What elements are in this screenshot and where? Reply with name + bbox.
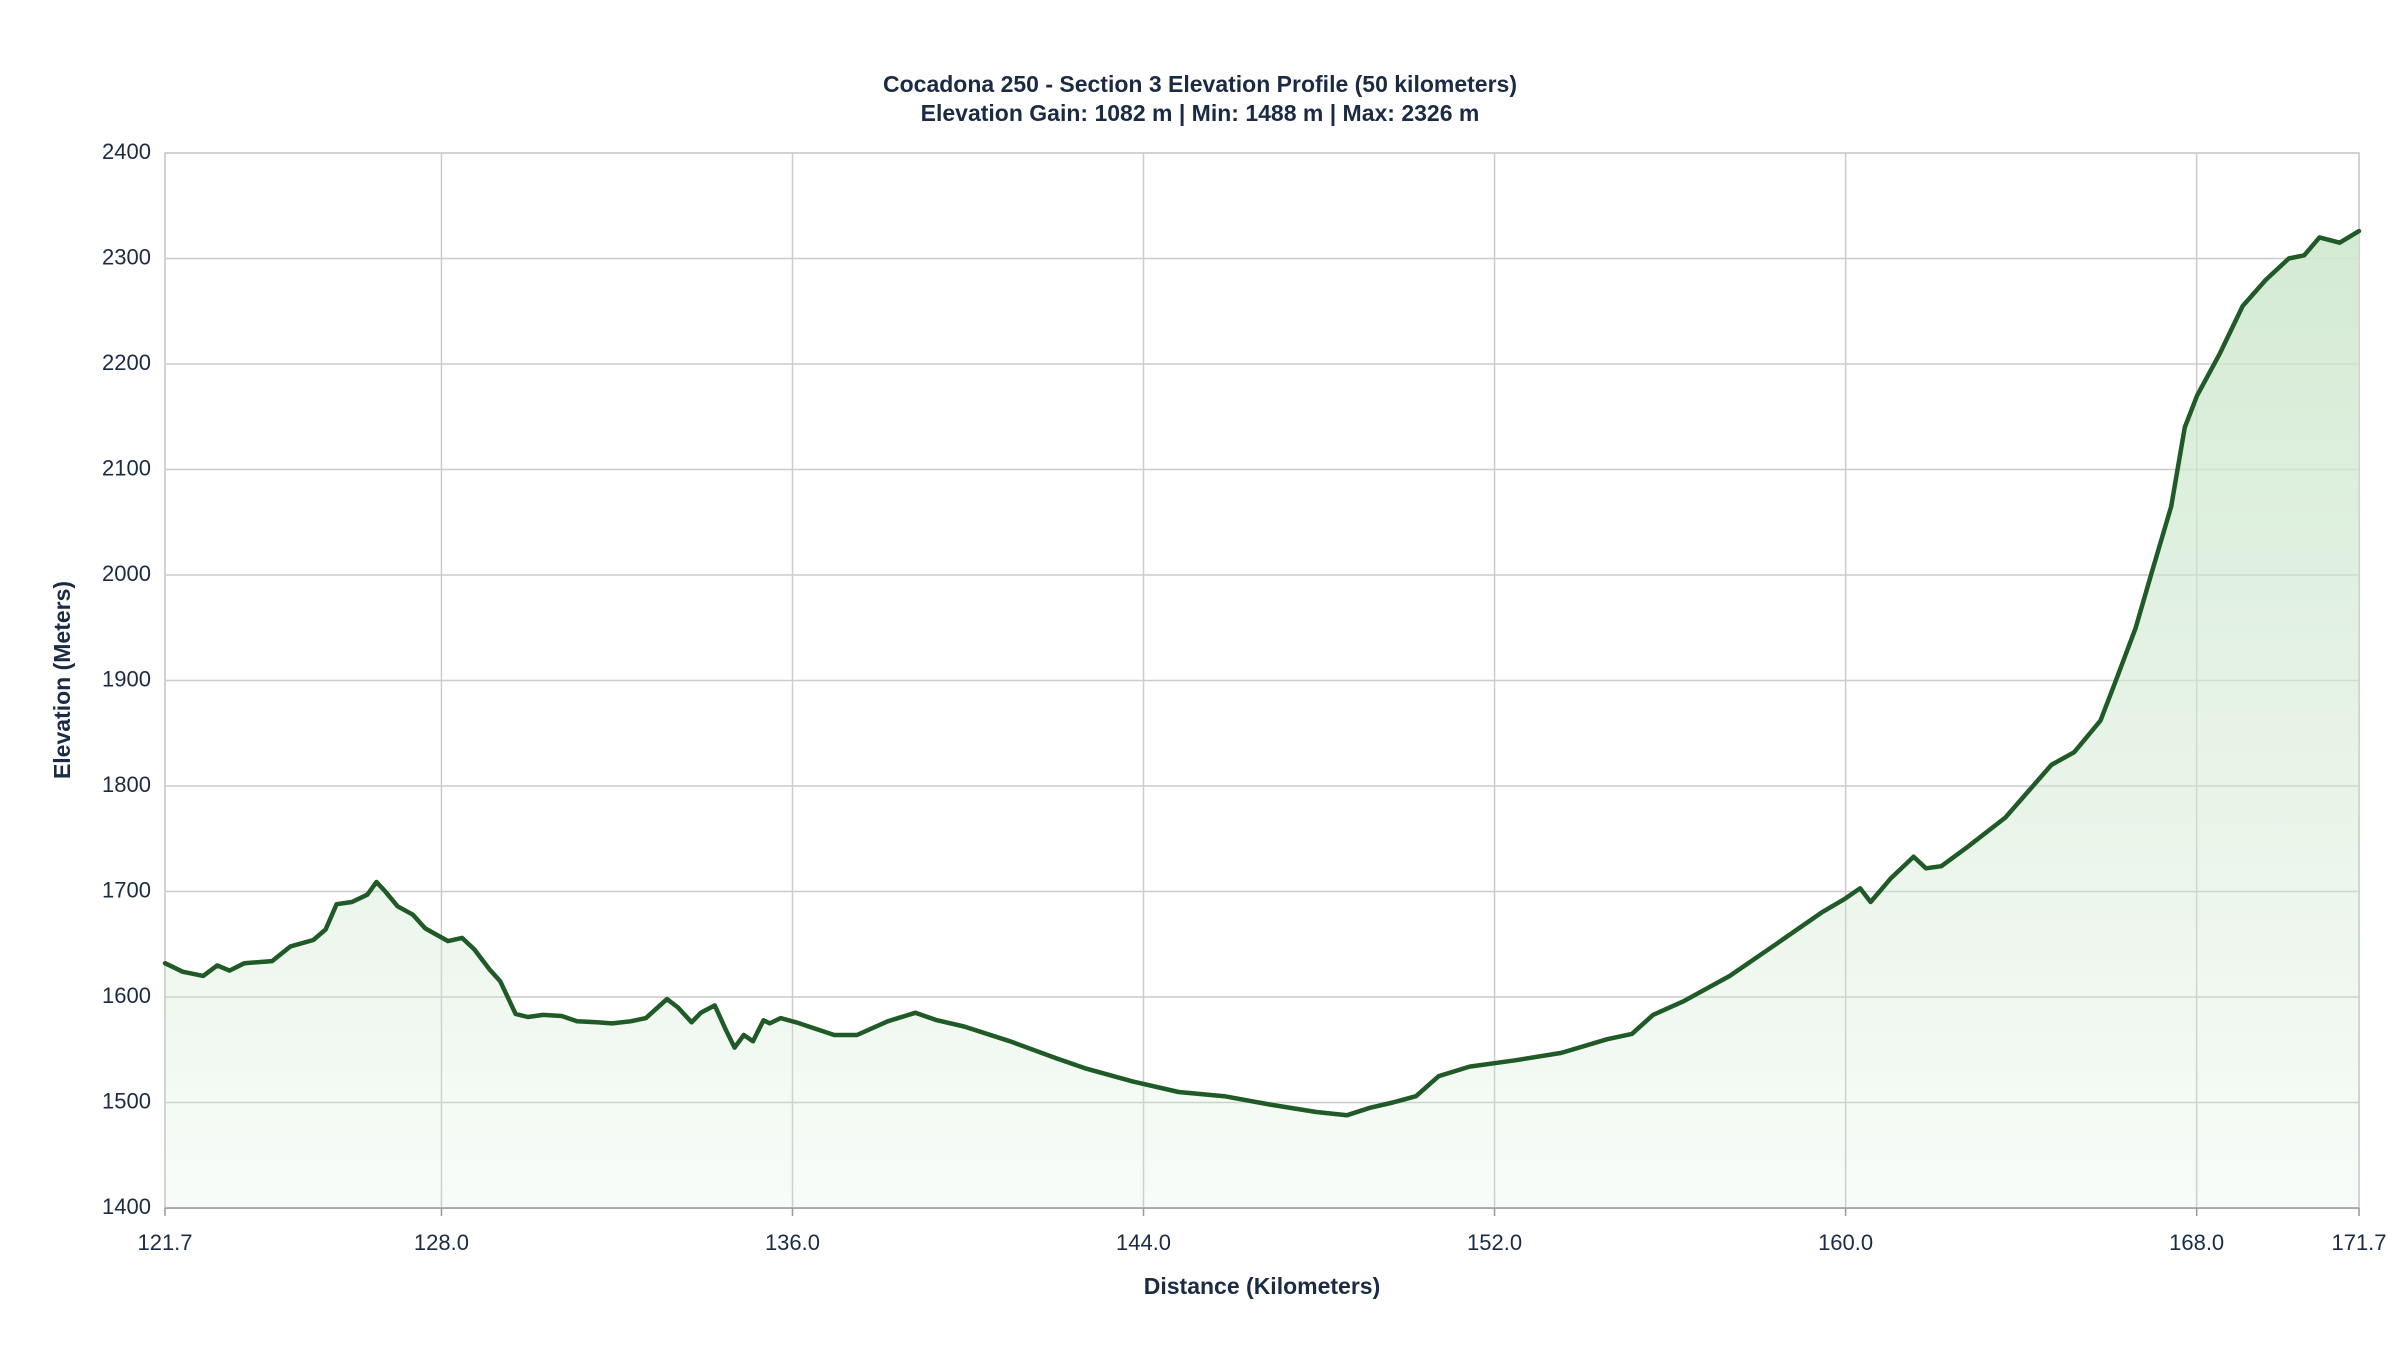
x-tick-label: 128.0 xyxy=(414,1230,469,1255)
x-tick-label: 160.0 xyxy=(1818,1230,1873,1255)
y-tick-label: 2400 xyxy=(102,139,151,164)
y-tick-label: 1800 xyxy=(102,772,151,797)
y-axis-title: Elevation (Meters) xyxy=(49,581,75,779)
y-tick-label: 1700 xyxy=(102,877,151,902)
y-tick-label: 2300 xyxy=(102,244,151,269)
y-tick-label: 2000 xyxy=(102,561,151,586)
x-axis-title: Distance (Kilometers) xyxy=(1144,1273,1380,1299)
elevation-area xyxy=(165,231,2359,1209)
x-tick-label: 152.0 xyxy=(1467,1230,1522,1255)
y-tick-label: 2200 xyxy=(102,350,151,375)
chart-subtitle: Elevation Gain: 1082 m | Min: 1488 m | M… xyxy=(921,100,1480,126)
y-tick-label: 2100 xyxy=(102,455,151,480)
x-tick-label: 136.0 xyxy=(765,1230,820,1255)
chart-title: Cocadona 250 - Section 3 Elevation Profi… xyxy=(883,71,1517,97)
y-tick-label: 1400 xyxy=(102,1194,151,1219)
x-tick-label: 168.0 xyxy=(2169,1230,2224,1255)
y-tick-label: 1900 xyxy=(102,666,151,691)
y-tick-label: 1500 xyxy=(102,1088,151,1113)
y-tick-label: 1600 xyxy=(102,983,151,1008)
x-tick-label: 144.0 xyxy=(1116,1230,1171,1255)
x-tick-label: 171.7 xyxy=(2331,1230,2386,1255)
x-tick-label: 121.7 xyxy=(137,1230,192,1255)
elevation-line xyxy=(162,228,2362,1118)
